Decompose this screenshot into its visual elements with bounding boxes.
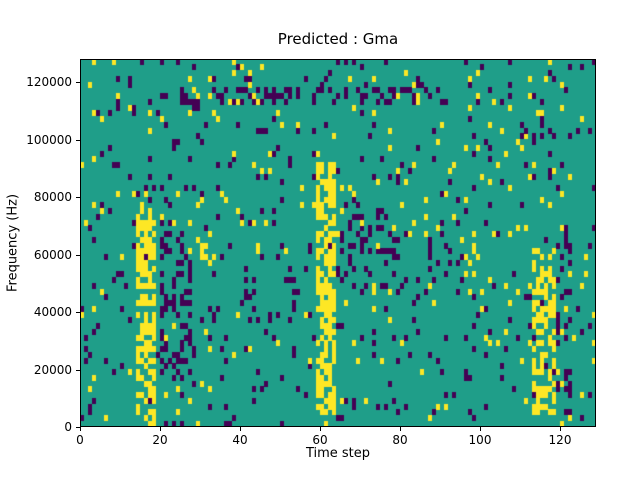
y-axis-label: Frequency (Hz) xyxy=(5,193,21,293)
y-tick-mark xyxy=(76,312,80,313)
y-tick-label: 60000 xyxy=(33,247,72,262)
plot-title: Predicted : Gma xyxy=(277,30,399,48)
x-axis-label: Time step xyxy=(305,446,371,461)
x-tick-label: 120 xyxy=(548,433,572,447)
y-tick-label: 40000 xyxy=(33,305,72,319)
x-tick-label: 80 xyxy=(392,433,408,447)
y-tick-mark xyxy=(76,139,80,141)
x-tick-label: 0 xyxy=(76,433,84,447)
x-tick-mark xyxy=(80,427,81,431)
x-tick-label: 20 xyxy=(152,433,168,447)
y-tick-mark xyxy=(76,82,80,83)
y-tick-label: 120000 xyxy=(26,75,72,89)
x-tick-mark xyxy=(400,427,401,431)
y-tick-mark xyxy=(76,197,80,198)
y-tick-label: 20000 xyxy=(33,362,72,377)
x-tick-mark xyxy=(240,427,241,431)
y-tick-mark xyxy=(76,369,80,371)
x-tick-label: 40 xyxy=(232,433,248,447)
y-tick-mark xyxy=(76,427,80,428)
x-tick-mark xyxy=(560,427,561,431)
heatmap-canvas xyxy=(80,59,596,427)
y-tick-label: 0 xyxy=(64,420,72,434)
x-tick-mark xyxy=(320,427,321,431)
y-tick-mark xyxy=(76,254,80,256)
y-tick-label: 100000 xyxy=(26,132,72,147)
y-tick-label: 80000 xyxy=(33,190,72,204)
x-tick-label: 60 xyxy=(312,433,328,447)
x-tick-mark xyxy=(480,427,481,431)
x-tick-mark xyxy=(160,427,161,431)
x-tick-label: 100 xyxy=(468,433,492,447)
